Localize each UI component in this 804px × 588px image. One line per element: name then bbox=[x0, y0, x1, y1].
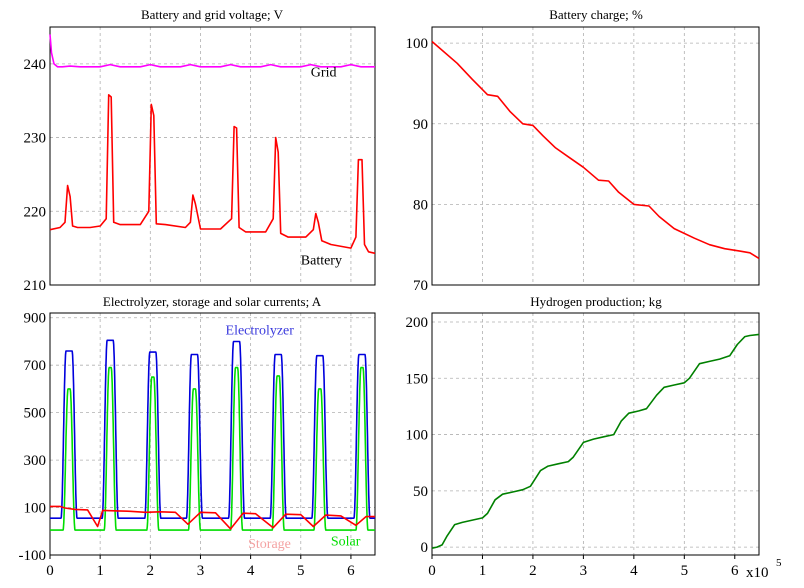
panel-title-hydrogen: Hydrogen production; kg bbox=[530, 294, 662, 309]
y-tick-label-currents: 900 bbox=[24, 311, 47, 327]
y-tick-label-hydrogen: 200 bbox=[406, 315, 429, 331]
y-tick-label-currents: 100 bbox=[24, 501, 47, 517]
x-tick-label-currents: 1 bbox=[96, 563, 104, 579]
x-tick-label-hydrogen: 4 bbox=[630, 563, 638, 579]
panel-currents: Electrolyzer, storage and solar currents… bbox=[19, 294, 376, 579]
x-tick-label-currents: 4 bbox=[247, 563, 255, 579]
series-line-voltage-grid bbox=[49, 34, 375, 68]
series-line-voltage-battery bbox=[49, 94, 376, 255]
y-tick-label-battery-charge: 100 bbox=[406, 36, 429, 52]
y-tick-label-currents: 700 bbox=[24, 358, 47, 374]
axis-multiplier-exponent: 5 bbox=[776, 557, 782, 569]
y-tick-label-hydrogen: 0 bbox=[421, 540, 429, 556]
annotation-storage: Storage bbox=[248, 537, 291, 552]
panel-hydrogen: Hydrogen production; kg 0 50 100 150 200 0 1 2 3… bbox=[406, 294, 760, 579]
panel-title-battery-charge: Battery charge; % bbox=[549, 7, 643, 22]
plot-frame-currents bbox=[49, 312, 376, 556]
panel-title-voltage: Battery and grid voltage; V bbox=[141, 7, 284, 22]
y-tick-label-voltage: 230 bbox=[24, 131, 47, 147]
y-tick-label-voltage: 220 bbox=[24, 204, 47, 220]
x-tick-label-hydrogen: 5 bbox=[681, 563, 689, 579]
y-tick-label-battery-charge: 90 bbox=[413, 117, 428, 133]
plot-frame-battery-charge bbox=[431, 26, 760, 286]
y-tick-label-voltage: 240 bbox=[24, 57, 47, 73]
y-tick-label-hydrogen: 150 bbox=[406, 371, 429, 387]
y-tick-label-hydrogen: 50 bbox=[413, 484, 428, 500]
x-tick-label-currents: 6 bbox=[347, 563, 355, 579]
x-tick-label-currents: 0 bbox=[46, 563, 54, 579]
panel-title-currents: Electrolyzer, storage and solar currents… bbox=[103, 294, 322, 309]
x-tick-label-currents: 5 bbox=[297, 563, 305, 579]
annotation-grid: Grid bbox=[311, 65, 337, 80]
x-tick-label-hydrogen: 6 bbox=[731, 563, 739, 579]
series-line-currents-storage bbox=[50, 505, 375, 530]
annotation-electrolyzer: Electrolyzer bbox=[226, 323, 295, 338]
y-tick-label-battery-charge: 70 bbox=[413, 278, 428, 294]
x-tick-label-currents: 2 bbox=[147, 563, 155, 579]
y-tick-label-currents: 500 bbox=[24, 406, 47, 422]
x-tick-label-hydrogen: 0 bbox=[428, 563, 436, 579]
annotation-battery: Battery bbox=[301, 253, 342, 268]
x-tick-label-currents: 3 bbox=[197, 563, 205, 579]
series-line-currents-electrolyzer bbox=[49, 339, 376, 520]
x-tick-label-hydrogen: 1 bbox=[479, 563, 487, 579]
x-tick-label-hydrogen: 2 bbox=[529, 563, 537, 579]
panel-voltage: Battery and grid voltage; V 210 220 230 240… bbox=[24, 7, 376, 294]
y-tick-label-hydrogen: 100 bbox=[406, 428, 429, 444]
y-tick-label-battery-charge: 80 bbox=[413, 197, 428, 213]
x-tick-label-hydrogen: 3 bbox=[580, 563, 588, 579]
panel-battery-charge: Battery charge; % 70 80 90 100 bbox=[406, 7, 760, 294]
plot-frame-voltage bbox=[49, 26, 376, 286]
annotation-solar: Solar bbox=[331, 535, 361, 550]
series-line-battery-charge-0 bbox=[431, 40, 760, 260]
y-tick-label-currents: 300 bbox=[24, 453, 47, 469]
y-tick-label-currents: -100 bbox=[19, 548, 47, 564]
axis-multiplier-base: x10 bbox=[746, 565, 769, 581]
y-tick-label-voltage: 210 bbox=[24, 278, 47, 294]
series-line-hydrogen-0 bbox=[431, 333, 760, 549]
plot-frame-hydrogen bbox=[431, 312, 760, 556]
series-line-currents-solar bbox=[49, 366, 376, 531]
